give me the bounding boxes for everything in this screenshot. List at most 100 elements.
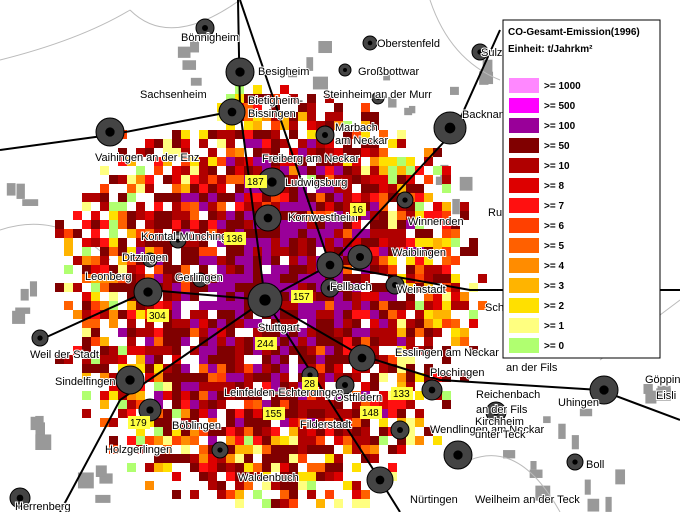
emission-cell xyxy=(298,445,307,454)
emission-cell xyxy=(127,175,136,184)
emission-cell xyxy=(352,130,361,139)
emission-cell xyxy=(136,202,145,211)
town-center xyxy=(392,282,398,288)
emission-cell xyxy=(262,157,271,166)
emission-cell xyxy=(370,328,379,337)
emission-cell xyxy=(442,229,451,238)
emission-cell xyxy=(244,337,253,346)
emission-cell xyxy=(217,427,226,436)
emission-cell xyxy=(73,283,82,292)
town-center xyxy=(143,287,153,297)
emission-cell xyxy=(217,319,226,328)
emission-cell xyxy=(316,472,325,481)
emission-cell xyxy=(415,193,424,202)
emission-cell xyxy=(262,400,271,409)
emission-cell xyxy=(343,328,352,337)
emission-cell xyxy=(307,148,316,157)
emission-cell xyxy=(433,319,442,328)
emission-cell xyxy=(82,337,91,346)
emission-cell xyxy=(82,364,91,373)
emission-cell xyxy=(100,202,109,211)
emission-cell xyxy=(91,319,100,328)
legend-swatch xyxy=(509,238,539,253)
emission-cell xyxy=(415,319,424,328)
emission-cell xyxy=(352,175,361,184)
settlement-area xyxy=(29,281,38,297)
emission-cell xyxy=(352,220,361,229)
emission-cell xyxy=(361,382,370,391)
emission-cell xyxy=(307,409,316,418)
emission-cell xyxy=(172,355,181,364)
emission-cell xyxy=(343,121,352,130)
emission-cell xyxy=(379,175,388,184)
town-center xyxy=(307,372,313,378)
emission-cell xyxy=(289,301,298,310)
emission-cell xyxy=(172,193,181,202)
legend-label: >= 8 xyxy=(544,181,564,192)
emission-cell xyxy=(298,112,307,121)
emission-cell xyxy=(154,364,163,373)
emission-cell xyxy=(154,220,163,229)
emission-cell xyxy=(424,301,433,310)
emission-cell xyxy=(127,463,136,472)
emission-cell xyxy=(136,427,145,436)
emission-cell xyxy=(172,274,181,283)
emission-cell xyxy=(199,175,208,184)
emission-cell xyxy=(100,391,109,400)
emission-cell xyxy=(271,346,280,355)
emission-cell xyxy=(307,229,316,238)
emission-cell xyxy=(388,220,397,229)
settlement-area xyxy=(35,415,44,426)
emission-cell xyxy=(82,328,91,337)
emission-cell xyxy=(127,400,136,409)
emission-cell xyxy=(208,409,217,418)
emission-cell xyxy=(262,427,271,436)
emission-cell xyxy=(163,238,172,247)
emission-cell xyxy=(361,121,370,130)
emission-cell xyxy=(271,391,280,400)
emission-cell xyxy=(145,481,154,490)
emission-cell xyxy=(307,103,316,112)
emission-cell xyxy=(226,436,235,445)
emission-cell xyxy=(100,355,109,364)
emission-cell xyxy=(334,211,343,220)
settlement-area xyxy=(35,422,45,435)
emission-cell xyxy=(334,391,343,400)
emission-cell xyxy=(361,445,370,454)
boundary-line xyxy=(129,0,241,29)
emission-cell xyxy=(316,310,325,319)
emission-cell xyxy=(190,319,199,328)
emission-cell xyxy=(424,229,433,238)
emission-cell xyxy=(289,229,298,238)
emission-cell xyxy=(217,355,226,364)
town-center xyxy=(325,260,335,270)
emission-cell xyxy=(397,409,406,418)
boundary-line xyxy=(0,9,131,61)
emission-cell xyxy=(334,436,343,445)
emission-cell xyxy=(163,454,172,463)
emission-cell xyxy=(172,400,181,409)
emission-cell xyxy=(352,310,361,319)
emission-cell xyxy=(406,436,415,445)
emission-cell xyxy=(154,328,163,337)
emission-cell xyxy=(307,202,316,211)
emission-cell xyxy=(388,157,397,166)
emission-cell xyxy=(307,463,316,472)
emission-cell xyxy=(145,175,154,184)
value-label: 187 xyxy=(247,177,264,188)
emission-cell xyxy=(235,472,244,481)
emission-cell xyxy=(208,211,217,220)
emission-cell xyxy=(289,274,298,283)
emission-cell xyxy=(316,301,325,310)
emission-cell xyxy=(226,418,235,427)
emission-cell xyxy=(442,301,451,310)
emission-cell xyxy=(397,229,406,238)
emission-cell xyxy=(172,427,181,436)
emission-cell xyxy=(343,256,352,265)
emission-cell xyxy=(208,157,217,166)
emission-cell xyxy=(262,112,271,121)
emission-cell xyxy=(154,202,163,211)
emission-cell xyxy=(334,418,343,427)
emission-cell xyxy=(325,184,334,193)
emission-cell xyxy=(289,418,298,427)
